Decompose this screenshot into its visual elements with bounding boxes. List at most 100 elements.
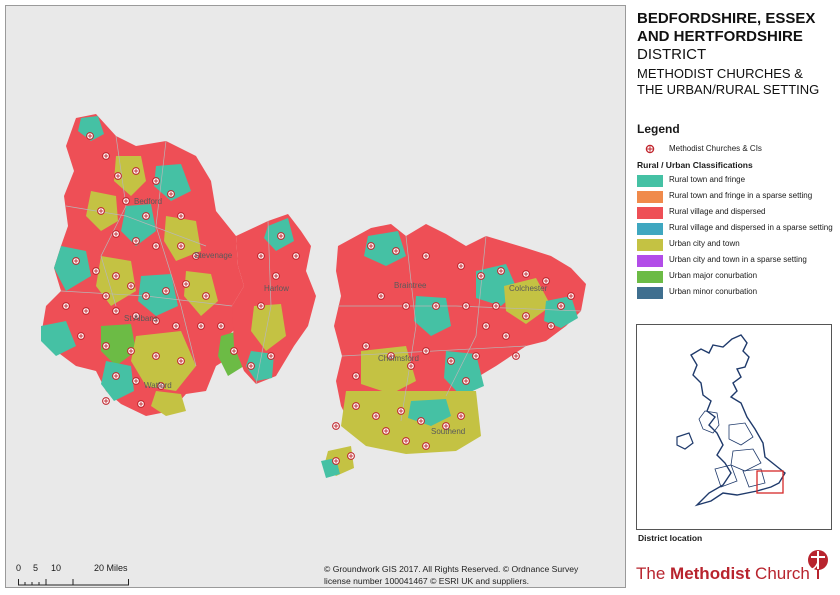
church-marker: [257, 302, 265, 310]
church-marker: [457, 262, 465, 270]
title-line-1: BEDFORDSHIRE, ESSEX: [637, 10, 816, 27]
church-marker: [152, 317, 160, 325]
area-urban-town: [361, 346, 416, 394]
scale-label-0: 0: [16, 563, 22, 573]
church-marker: [182, 280, 190, 288]
legend-item-label: Rural town and fringe in a sparse settin…: [669, 191, 813, 200]
church-marker: [97, 207, 105, 215]
church-marker: [137, 400, 145, 408]
area-rural-town: [154, 164, 191, 201]
district-map[interactable]: Bedford Stevenage St Albans Watford Brai…: [6, 6, 625, 587]
church-marker: [477, 272, 485, 280]
legend-swatch: [637, 271, 663, 283]
title-line-3: DISTRICT: [637, 46, 707, 63]
church-marker: [77, 332, 85, 340]
church-marker: [102, 342, 110, 350]
brand-bold: Methodist: [670, 564, 751, 583]
legend-classification-title: Rural / Urban Classifications: [637, 160, 753, 170]
legend-item-label: Rural village and dispersed: [669, 207, 766, 216]
legend-swatch: [637, 239, 663, 251]
church-marker: [152, 242, 160, 250]
church-marker: [422, 347, 430, 355]
legend-item-label: Urban major conurbation: [669, 271, 758, 280]
title-line-2: AND HERTFORDSHIRE: [637, 28, 803, 45]
church-marker: [372, 412, 380, 420]
church-marker: [72, 257, 80, 265]
church-marker: [217, 322, 225, 330]
church-marker: [472, 352, 480, 360]
church-marker: [397, 407, 405, 415]
legend-item: Rural village and dispersed in a sparse …: [637, 223, 837, 235]
legend-item-label: Urban city and town: [669, 239, 740, 248]
map-title: BEDFORDSHIRE, ESSEX AND HERTFORDSHIRE DI…: [637, 10, 837, 98]
map-panel[interactable]: Bedford Stevenage St Albans Watford Brai…: [5, 5, 626, 588]
church-marker: [502, 332, 510, 340]
area-urban-town: [164, 216, 201, 261]
church-marker: [387, 352, 395, 360]
district-highlight-rect: [756, 470, 784, 494]
church-marker: [114, 172, 122, 180]
church-marker: [422, 442, 430, 450]
church-marker: [272, 272, 280, 280]
church-marker: [102, 292, 110, 300]
legend-churches-label: Methodist Churches & CIs: [669, 144, 762, 153]
church-marker: [162, 287, 170, 295]
church-marker: [127, 347, 135, 355]
subtitle-line-2: THE URBAN/RURAL SETTING: [637, 82, 820, 97]
church-marker: [267, 352, 275, 360]
copyright-line-2: license number 100041467 © ESRI UK and s…: [324, 576, 530, 586]
church-marker: [352, 372, 360, 380]
scale-label-10: 10: [51, 563, 62, 573]
church-marker: [142, 292, 150, 300]
church-marker: [102, 152, 110, 160]
church-marker: [177, 212, 185, 220]
area-urban-major: [101, 324, 136, 366]
copyright-line-1: © Groundwork GIS 2017. All Rights Reserv…: [324, 564, 579, 574]
area-rural-town: [101, 361, 134, 401]
legend-item-label: Rural village and dispersed in a sparse …: [669, 223, 833, 232]
church-marker: [402, 437, 410, 445]
legend-swatch: [637, 287, 663, 299]
church-marker: [557, 302, 565, 310]
scale-ruler: [18, 579, 129, 586]
church-marker: [92, 267, 100, 275]
map-label-st-albans: St Albans: [124, 314, 158, 323]
area-rural-town: [246, 351, 274, 381]
church-marker: [402, 302, 410, 310]
church-marker: [432, 302, 440, 310]
church-marker: [512, 352, 520, 360]
church-marker: [382, 427, 390, 435]
church-marker: [442, 422, 450, 430]
church-marker: [367, 242, 375, 250]
church-marker: [157, 382, 165, 390]
church-marker: [127, 282, 135, 290]
area-urban-town: [151, 391, 186, 416]
legend-swatch: [637, 223, 663, 235]
legend-swatch: [637, 175, 663, 187]
church-marker: [392, 247, 400, 255]
church-marker: [547, 322, 555, 330]
map-label-harlow: Harlow: [264, 284, 289, 293]
central-region: [232, 214, 316, 384]
inset-locator-map: [636, 324, 832, 530]
church-marker: [542, 277, 550, 285]
area-rural-town: [78, 116, 104, 141]
church-marker: [482, 322, 490, 330]
church-markers: [62, 132, 575, 465]
church-marker: [292, 252, 300, 260]
area-rural-town: [544, 296, 578, 328]
church-marker: [112, 307, 120, 315]
church-marker: [132, 167, 140, 175]
legend: Legend Methodist Churches & CIs Rural / …: [637, 122, 837, 303]
legend-swatch: [637, 255, 663, 267]
church-marker: [257, 252, 265, 260]
church-marker: [192, 252, 200, 260]
church-marker: [352, 402, 360, 410]
church-marker: [132, 377, 140, 385]
map-label-colchester: Colchester: [509, 284, 548, 293]
map-label-chelmsford: Chelmsford: [378, 354, 419, 363]
church-marker: [86, 132, 94, 140]
church-marker: [462, 302, 470, 310]
church-marker: [567, 292, 575, 300]
church-marker: [277, 232, 285, 240]
